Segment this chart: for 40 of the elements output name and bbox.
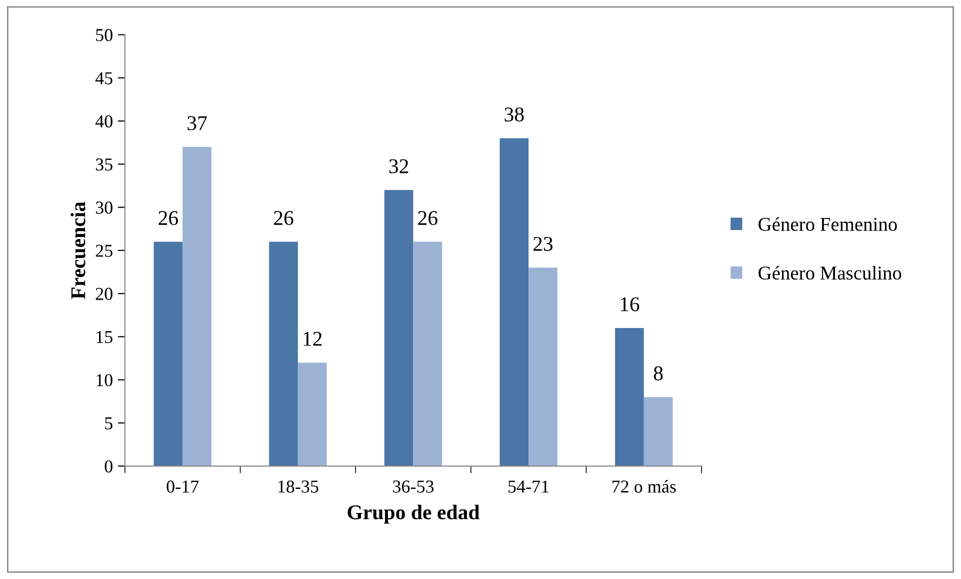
y-tick-label: 10	[96, 374, 112, 386]
x-tick-label: 54-71	[508, 480, 549, 493]
data-label: 12	[304, 332, 322, 346]
data-label: 26	[274, 211, 294, 226]
x-axis-title: Grupo de edad	[348, 504, 480, 524]
y-tick-label: 15	[96, 331, 112, 344]
data-label: 8	[654, 366, 663, 380]
x-tick-label: 0-17	[166, 480, 199, 493]
y-tick-label: 30	[96, 202, 112, 214]
bar	[500, 138, 529, 466]
bar	[644, 397, 673, 466]
bar	[615, 328, 644, 466]
y-tick-label: 0	[104, 460, 112, 473]
bar	[269, 242, 298, 466]
data-label: 23	[533, 236, 553, 251]
data-label: 16	[620, 297, 640, 312]
x-tick-label: 18-35	[278, 480, 318, 493]
bar	[528, 268, 558, 466]
y-tick-label: 35	[96, 158, 112, 171]
y-tick-label: 40	[95, 115, 112, 128]
data-label: 26	[418, 211, 438, 226]
bar	[384, 190, 414, 466]
y-tick-label: 25	[96, 244, 112, 257]
y-tick-label: 50	[96, 28, 112, 42]
data-label: 38	[504, 107, 524, 122]
legend-label: Género Femenino	[758, 217, 897, 231]
bar	[154, 242, 183, 466]
x-tick-label: 36-53	[393, 480, 434, 493]
y-tick-label: 5	[105, 417, 112, 430]
y-axis-title: Frecuencia	[70, 202, 86, 300]
x-tick-label: 72 o más	[612, 480, 676, 493]
data-label: 37	[188, 116, 207, 130]
bar	[413, 242, 442, 466]
legend-label: Género Masculino	[758, 266, 902, 280]
data-label: 26	[158, 211, 178, 226]
y-tick-label: 20	[96, 288, 112, 300]
y-tick-label: 45	[95, 72, 112, 84]
bar	[298, 362, 327, 466]
bar	[182, 146, 212, 466]
data-label: 32	[389, 159, 408, 174]
